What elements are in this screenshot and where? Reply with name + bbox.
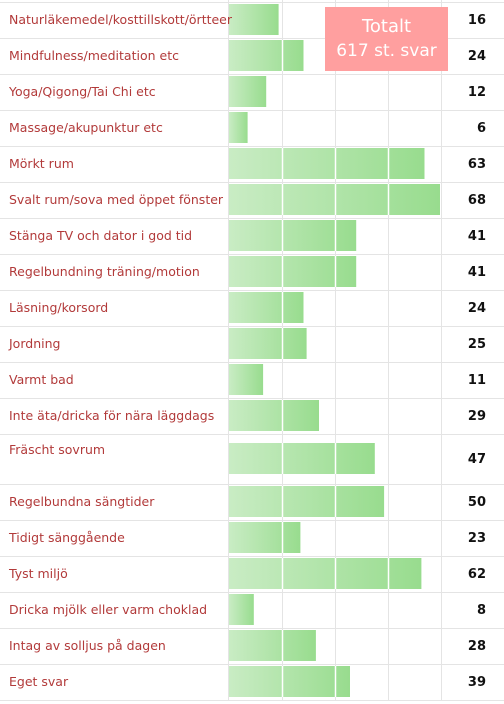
value-label: 47 xyxy=(467,452,486,467)
bar xyxy=(229,486,385,517)
value-label: 12 xyxy=(467,85,486,100)
bar xyxy=(229,40,304,71)
category-label: Tyst miljö xyxy=(9,566,68,581)
bar xyxy=(229,148,425,179)
value-label: 62 xyxy=(467,567,486,582)
value-label: 11 xyxy=(467,373,486,388)
bar xyxy=(229,630,316,661)
value-label: 28 xyxy=(467,639,486,654)
category-label: Yoga/Qigong/Tai Chi etc xyxy=(9,84,156,99)
category-label: Varmt bad xyxy=(9,372,74,387)
value-label: 63 xyxy=(467,157,486,172)
bar xyxy=(229,328,307,359)
value-label: 39 xyxy=(467,675,486,690)
bar xyxy=(229,443,375,474)
total-badge-title: Totalt xyxy=(361,16,412,37)
bar xyxy=(229,558,422,589)
category-label: Mindfulness/meditation etc xyxy=(9,48,179,63)
bar xyxy=(229,76,267,107)
category-label: Fräscht sovrum xyxy=(9,442,106,457)
category-label: Massage/akupunktur etc xyxy=(9,120,163,135)
bar xyxy=(229,364,264,395)
value-label: 68 xyxy=(467,193,486,208)
bar xyxy=(229,4,279,35)
category-label: Dricka mjölk eller varm choklad xyxy=(9,602,208,617)
value-label: 8 xyxy=(476,603,486,618)
value-label: 6 xyxy=(476,121,486,136)
bar xyxy=(229,400,319,431)
value-label: 24 xyxy=(467,49,486,64)
category-label: Eget svar xyxy=(9,674,69,689)
total-responses-badge: Totalt 617 st. svar xyxy=(325,7,448,71)
value-label: 23 xyxy=(467,531,486,546)
value-label: 16 xyxy=(467,13,486,28)
category-label: Inte äta/dricka för nära läggdags xyxy=(9,408,215,423)
category-label: Mörkt rum xyxy=(9,156,74,171)
category-label: Svalt rum/sova med öppet fönster xyxy=(9,192,224,207)
value-label: 29 xyxy=(467,409,486,424)
category-label: Regelbundna sängtider xyxy=(9,494,155,509)
category-label: Tidigt sänggående xyxy=(9,530,125,545)
value-label: 41 xyxy=(467,229,486,244)
bar xyxy=(229,112,248,143)
category-label: Läsning/korsord xyxy=(9,300,109,315)
value-label: 41 xyxy=(467,265,486,280)
bar xyxy=(229,256,357,287)
value-label: 50 xyxy=(467,495,486,510)
bar xyxy=(229,594,254,625)
category-label: Jordning xyxy=(9,336,61,351)
category-label: Regelbundning träning/motion xyxy=(9,264,200,279)
value-label: 25 xyxy=(467,337,486,352)
bar xyxy=(229,666,350,697)
category-label: Intag av solljus på dagen xyxy=(9,638,166,653)
category-label: Naturläkemedel/kosttillskott/örtteer xyxy=(9,12,233,27)
total-badge-count: 617 st. svar xyxy=(336,41,437,61)
chart-bars xyxy=(229,4,440,697)
bar xyxy=(229,220,357,251)
category-label: Stänga TV och dator i god tid xyxy=(9,228,193,243)
bar xyxy=(229,184,440,215)
bar xyxy=(229,522,301,553)
value-label: 24 xyxy=(467,301,486,316)
bar xyxy=(229,292,304,323)
